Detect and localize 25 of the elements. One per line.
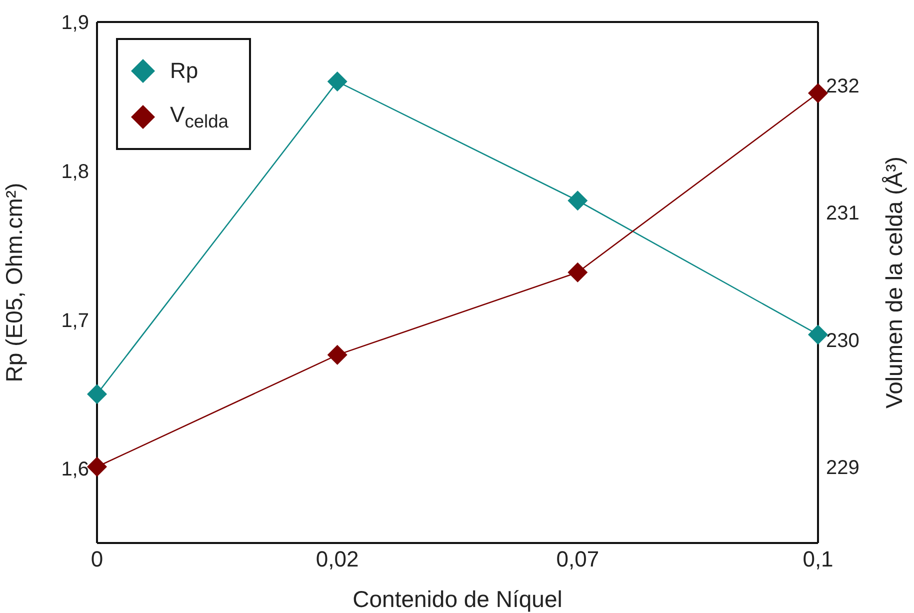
legend-label: V$_{celda}$ xyxy=(170,102,229,132)
y-axis-title: Rp (E05, Ohm.cm²) xyxy=(1,182,28,382)
y2-tick-label: 229 xyxy=(826,456,860,479)
point xyxy=(87,384,107,404)
point xyxy=(327,72,348,92)
y-tick-label: 1,6 xyxy=(61,458,89,481)
point xyxy=(87,456,107,477)
y-tick-label: 1,7 xyxy=(61,310,89,332)
point xyxy=(568,262,588,282)
x-tick-label: 0 xyxy=(90,546,104,572)
y-tick-label: 1,8 xyxy=(61,160,89,183)
y2-tick-label: 231 xyxy=(826,202,860,225)
x-tick-label: 0,02 xyxy=(316,546,359,572)
x-axis-title: Contenido de Níquel xyxy=(352,586,562,612)
y2-tick-label: 230 xyxy=(826,330,860,352)
y2-tick-label: 232 xyxy=(826,76,860,98)
point xyxy=(808,83,828,104)
y2-axis-title: Volumen de la celda (Å³) xyxy=(881,156,908,408)
point xyxy=(327,344,348,365)
x-tick-label: 0,07 xyxy=(556,546,600,572)
y-tick-label: 1,9 xyxy=(61,12,89,34)
x-tick-label: 0,1 xyxy=(802,546,834,572)
point xyxy=(568,190,588,211)
point xyxy=(808,324,828,345)
legend-label: Rp xyxy=(170,58,198,84)
